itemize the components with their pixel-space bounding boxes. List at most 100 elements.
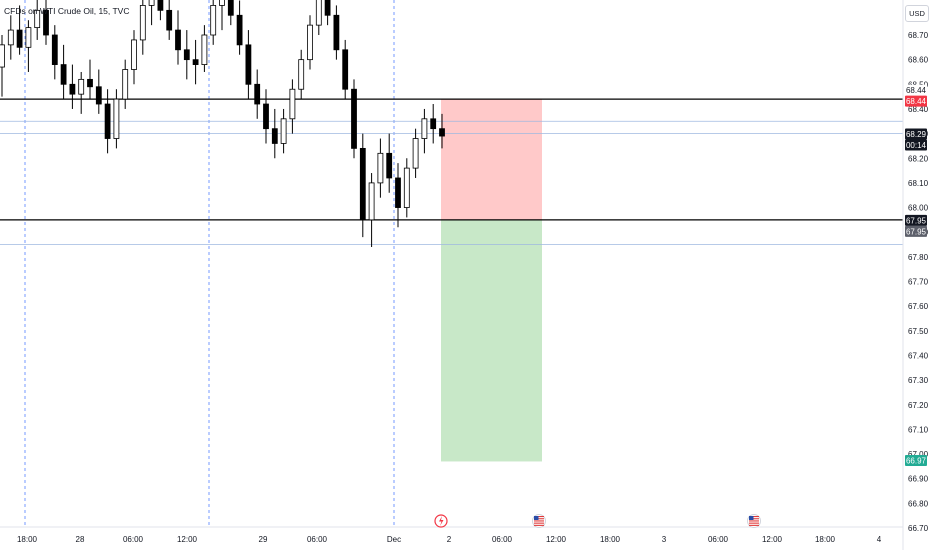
- price-tick-label: 66.80: [908, 499, 929, 508]
- candle: [245, 30, 252, 100]
- candle: [351, 79, 357, 159]
- candle: [219, 0, 225, 31]
- candle: [368, 173, 375, 247]
- candle: [157, 0, 164, 21]
- candle: [183, 30, 190, 80]
- candle: [175, 10, 181, 65]
- time-tick-label: 29: [259, 535, 268, 544]
- time-tick-label: 12:00: [762, 535, 783, 544]
- time-axis[interactable]: 18:00 28 06:00 12:00 29 06:00 Dec 2 06:00 12:00 18…: [17, 535, 882, 544]
- price-tick-label: 68.60: [908, 56, 929, 65]
- time-tick-label: 18:00: [600, 535, 621, 544]
- position-tool[interactable]: [441, 99, 542, 462]
- candle: [403, 158, 410, 218]
- time-tick-label: 18:00: [17, 535, 38, 544]
- target-level-tag: 66.97: [905, 454, 927, 466]
- candle: [236, 0, 243, 55]
- time-tick-label: 2: [447, 535, 452, 544]
- candle: [51, 25, 58, 80]
- price-tick-label: 67.70: [908, 278, 929, 287]
- candle: [333, 5, 340, 60]
- candle: [113, 89, 120, 149]
- candle: [227, 0, 234, 26]
- svg-text:00:14: 00:14: [906, 141, 927, 150]
- candle: [78, 71, 85, 114]
- us-flag-event-icon[interactable]: [747, 514, 761, 528]
- price-tick-label: 68.10: [908, 179, 929, 188]
- time-tick-label: Dec: [387, 535, 401, 544]
- horizontal-levels[interactable]: [0, 98, 903, 245]
- candle: [7, 15, 14, 60]
- price-tick-label: 68.00: [908, 204, 929, 213]
- candle: [377, 138, 384, 198]
- candle: [104, 89, 111, 154]
- candle: [60, 44, 67, 100]
- candle: [87, 59, 93, 100]
- candle: [263, 89, 269, 144]
- price-tags: 68.44 68.44 68.29 00:14 67.95 67.95 66.97: [905, 84, 927, 466]
- price-tick-label: 67.30: [908, 376, 929, 385]
- resistance-line-tag: 68.44: [905, 84, 927, 96]
- candle: [210, 0, 217, 45]
- us-flag-event-icon[interactable]: [532, 514, 546, 528]
- svg-text:68.44: 68.44: [906, 97, 927, 106]
- svg-text:67.95: 67.95: [906, 227, 927, 236]
- lightning-event-icon[interactable]: [434, 514, 448, 528]
- price-tick-label: 68.70: [908, 31, 929, 40]
- candle: [34, 0, 41, 40]
- candle: [412, 128, 419, 178]
- candle: [43, 0, 49, 45]
- candle: [192, 39, 199, 85]
- candle: [139, 0, 146, 55]
- price-tick-label: 67.00: [908, 450, 929, 459]
- stop-level-tag: 68.44: [905, 95, 927, 107]
- candle: [0, 35, 5, 97]
- candle: [342, 39, 349, 100]
- price-tick-label: 67.10: [908, 425, 929, 434]
- candle: [16, 5, 23, 55]
- candle: [254, 69, 261, 119]
- risk-zone[interactable]: [441, 99, 542, 220]
- candle: [201, 25, 208, 72]
- session-dividers: [24, 0, 395, 527]
- svg-text:67.95: 67.95: [906, 216, 927, 225]
- time-tick-label: 12:00: [177, 535, 198, 544]
- countdown-tag: 00:14: [905, 139, 927, 151]
- candle: [359, 133, 366, 238]
- candle: [148, 0, 155, 26]
- price-tick-label: 67.50: [908, 327, 929, 336]
- candle: [315, 0, 322, 35]
- svg-text:68.44: 68.44: [906, 86, 927, 95]
- time-tick-label: 06:00: [708, 535, 729, 544]
- candle: [324, 0, 331, 26]
- candle: [439, 113, 445, 149]
- candle: [395, 163, 401, 228]
- candle: [271, 108, 278, 159]
- time-tick-label: 4: [877, 535, 882, 544]
- candle: [166, 0, 173, 40]
- candle: [289, 79, 296, 134]
- time-tick-label: 06:00: [492, 535, 513, 544]
- candle: [307, 15, 313, 70]
- candle: [131, 30, 137, 85]
- time-tick-label: 12:00: [546, 535, 567, 544]
- price-tick-label: 66.90: [908, 475, 929, 484]
- time-tick-label: 06:00: [307, 535, 328, 544]
- svg-text:68.29: 68.29: [906, 130, 927, 139]
- price-tick-label: 67.40: [908, 351, 929, 360]
- price-tick-label: 68.20: [908, 154, 929, 163]
- candle: [122, 59, 129, 109]
- candle: [430, 104, 437, 144]
- entry-level-tag: 67.95: [905, 225, 927, 237]
- time-tick-label: 06:00: [123, 535, 144, 544]
- currency-button[interactable]: USD: [905, 5, 929, 22]
- reward-zone[interactable]: [441, 219, 542, 462]
- symbol-legend[interactable]: CFDs on WTI Crude Oil, 15, TVC: [4, 6, 130, 16]
- candle: [298, 49, 305, 100]
- support-line-tag: 67.95: [905, 214, 927, 226]
- candle: [280, 108, 287, 154]
- price-tick-label: 68.40: [908, 105, 929, 114]
- price-tick-label: 67.80: [908, 253, 929, 262]
- candle-series: [0, 0, 445, 247]
